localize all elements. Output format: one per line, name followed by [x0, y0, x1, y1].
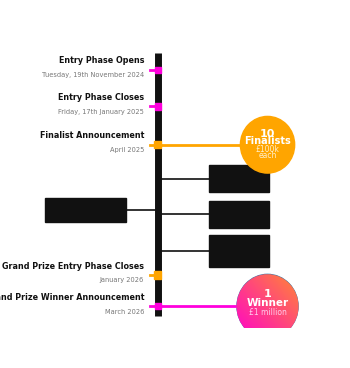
- FancyBboxPatch shape: [155, 103, 161, 110]
- Text: Entry Phase Opens: Entry Phase Opens: [58, 56, 144, 65]
- Text: Finalists: Finalists: [244, 137, 291, 146]
- Text: £100k: £100k: [256, 145, 279, 154]
- Text: April 2025: April 2025: [110, 147, 144, 153]
- Text: Finalist Development & Support: Finalist Development & Support: [20, 203, 152, 209]
- Text: April 2025 - January 2026: April 2025 - January 2026: [46, 212, 126, 217]
- Circle shape: [236, 274, 299, 339]
- FancyBboxPatch shape: [155, 67, 161, 73]
- Text: Winner: Winner: [246, 298, 289, 308]
- Text: Finalist Announcement: Finalist Announcement: [40, 131, 144, 140]
- Text: Entry Phase Closes: Entry Phase Closes: [58, 93, 144, 102]
- Text: January 2026: January 2026: [100, 277, 144, 283]
- Circle shape: [240, 116, 295, 173]
- FancyBboxPatch shape: [45, 198, 126, 222]
- Text: Friday, 17th January 2025: Friday, 17th January 2025: [58, 109, 144, 115]
- Text: 10: 10: [260, 129, 275, 139]
- Text: £60k of
compute: £60k of compute: [221, 172, 257, 186]
- Text: Grand Prize Entry Phase Closes: Grand Prize Entry Phase Closes: [2, 262, 144, 270]
- Text: Networking
Opportunities: Networking Opportunities: [211, 207, 267, 221]
- Text: Grand Prize Winner Announcement: Grand Prize Winner Announcement: [0, 293, 144, 302]
- FancyBboxPatch shape: [155, 303, 161, 309]
- Text: £1 million: £1 million: [248, 308, 286, 317]
- FancyBboxPatch shape: [209, 235, 269, 267]
- Text: 1: 1: [264, 289, 271, 299]
- Text: each: each: [258, 151, 277, 160]
- Text: March 2026: March 2026: [105, 308, 144, 315]
- FancyBboxPatch shape: [154, 141, 161, 148]
- Text: Manchester
Prize Academy
Days: Manchester Prize Academy Days: [209, 240, 269, 262]
- FancyBboxPatch shape: [154, 272, 161, 279]
- FancyBboxPatch shape: [209, 165, 269, 192]
- Text: Tuesday, 19th November 2024: Tuesday, 19th November 2024: [42, 72, 144, 78]
- FancyBboxPatch shape: [209, 201, 269, 228]
